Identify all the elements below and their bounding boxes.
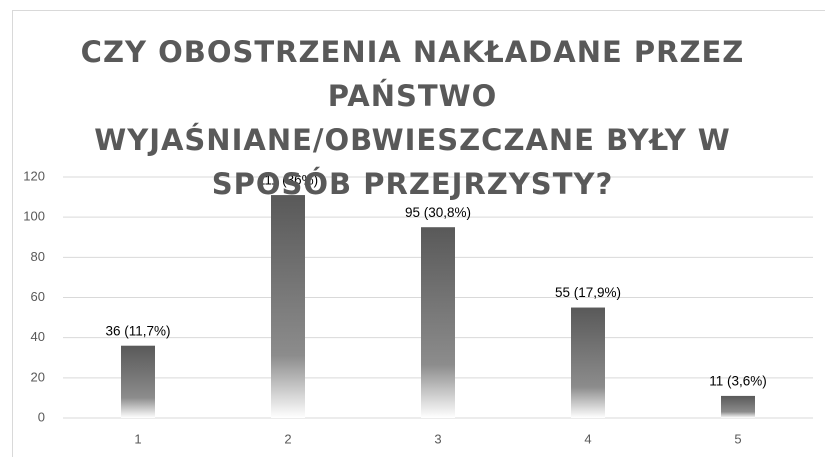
x-tick-label: 5 (734, 431, 741, 446)
chart-title: CZY OBOSTRZENIA NAKŁADANE PRZEZ PAŃSTWO … (80, 35, 745, 201)
x-tick-label: 2 (284, 431, 291, 446)
y-tick-label: 0 (38, 409, 45, 424)
x-tick-label: 1 (134, 431, 141, 446)
y-tick-label: 100 (23, 209, 45, 224)
y-tick-label: 40 (31, 329, 45, 344)
bar (121, 345, 155, 418)
value-label: 95 (30,8%) (405, 205, 471, 220)
chart-border (12, 10, 825, 457)
bar (271, 195, 305, 418)
value-label: 111 (36%) (258, 173, 318, 188)
x-tick-label: 3 (434, 431, 441, 446)
bar (721, 395, 755, 418)
y-tick-label: 80 (31, 249, 45, 264)
value-label: 55 (17,9%) (555, 285, 621, 300)
y-tick-label: 60 (31, 289, 45, 304)
value-label: 11 (3,6%) (709, 373, 767, 388)
value-label: 36 (11,7%) (105, 323, 170, 338)
y-tick-label: 20 (31, 369, 45, 384)
bar (421, 227, 455, 418)
y-tick-label: 120 (23, 168, 45, 183)
x-tick-label: 4 (584, 431, 591, 446)
bar (571, 307, 605, 418)
